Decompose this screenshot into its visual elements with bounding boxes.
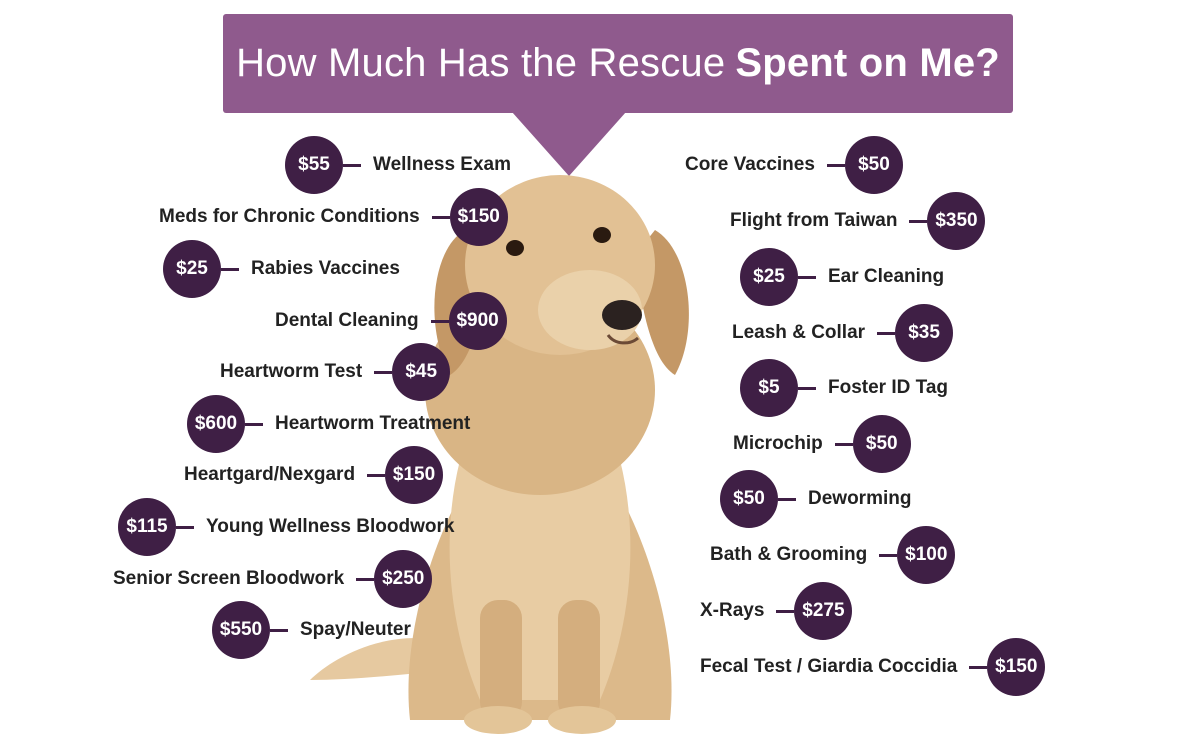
connector-line — [430, 319, 449, 323]
cost-label: Senior Screen Bloodwork — [113, 568, 345, 589]
cost-label: Foster ID Tag — [828, 377, 948, 398]
connector-line — [826, 163, 845, 167]
price-badge: $25 — [740, 248, 798, 306]
price-badge: $900 — [448, 292, 507, 350]
price-badge: $250 — [374, 550, 433, 608]
cost-label: Heartgard/Nexgard — [184, 464, 356, 485]
connector-line — [909, 219, 928, 223]
price-badge: $50 — [852, 415, 911, 473]
cost-label: Meds for Chronic Conditions — [159, 206, 420, 227]
cost-item: Heartworm Test $45 — [220, 343, 451, 401]
cost-item: Microchip $50 — [733, 415, 911, 473]
price-badge: $55 — [285, 136, 343, 194]
connector-line — [245, 422, 263, 426]
price-badge: $25 — [163, 240, 221, 298]
cost-label: Heartworm Test — [220, 361, 363, 382]
cost-label: Heartworm Treatment — [275, 413, 471, 434]
price-badge: $275 — [794, 582, 853, 640]
price-badge: $115 — [118, 498, 176, 556]
price-badge: $150 — [449, 188, 508, 246]
cost-label: Leash & Collar — [732, 322, 866, 343]
cost-label: Microchip — [733, 433, 823, 454]
cost-label: Rabies Vaccines — [251, 258, 400, 279]
cost-item: Heartgard/Nexgard $150 — [184, 446, 444, 504]
cost-label: Flight from Taiwan — [730, 210, 898, 231]
title-bold: Spent on Me? — [735, 41, 1000, 85]
connector-line — [798, 386, 816, 390]
title-banner: How Much Has the Rescue Spent on Me? — [223, 14, 1013, 113]
price-badge: $5 — [740, 359, 798, 417]
price-badge: $100 — [897, 526, 956, 584]
connector-line — [776, 609, 795, 613]
price-badge: $50 — [844, 136, 903, 194]
cost-item: Meds for Chronic Conditions $150 — [159, 188, 508, 246]
cost-item: $25 Ear Cleaning — [740, 248, 944, 306]
cost-label: X-Rays — [700, 600, 765, 621]
connector-line — [270, 628, 288, 632]
price-badge: $550 — [212, 601, 270, 659]
price-badge: $600 — [187, 395, 245, 453]
connector-line — [834, 442, 853, 446]
cost-item: X-Rays $275 — [700, 582, 853, 640]
cost-item: $550 Spay/Neuter — [212, 601, 411, 659]
price-badge: $350 — [927, 192, 986, 250]
cost-item: $115 Young Wellness Bloodwork — [118, 498, 454, 556]
cost-item: Fecal Test / Giardia Coccidia $150 — [700, 638, 1046, 696]
cost-item: Dental Cleaning $900 — [275, 292, 507, 350]
cost-label: Fecal Test / Giardia Coccidia — [700, 656, 958, 677]
cost-item: Senior Screen Bloodwork $250 — [113, 550, 433, 608]
cost-item: $5 Foster ID Tag — [740, 359, 948, 417]
cost-item: Leash & Collar $35 — [732, 304, 954, 362]
connector-line — [374, 370, 393, 374]
price-badge: $45 — [392, 343, 451, 401]
connector-line — [431, 215, 450, 219]
cost-label: Wellness Exam — [373, 154, 512, 175]
price-badge: $150 — [385, 446, 444, 504]
title-regular: How Much Has the Rescue — [236, 41, 726, 85]
cost-item: $600 Heartworm Treatment — [187, 395, 470, 453]
connector-line — [877, 331, 896, 335]
connector-line — [343, 163, 361, 167]
connector-line — [221, 267, 239, 271]
cost-label: Young Wellness Bloodwork — [206, 516, 455, 537]
connector-line — [969, 665, 988, 669]
cost-item: Flight from Taiwan $350 — [730, 192, 986, 250]
price-badge: $35 — [895, 304, 954, 362]
cost-label: Deworming — [808, 488, 912, 509]
cost-label: Core Vaccines — [685, 154, 815, 175]
cost-label: Bath & Grooming — [710, 544, 868, 565]
cost-item: $25 Rabies Vaccines — [163, 240, 400, 298]
connector-line — [176, 525, 194, 529]
price-badge: $150 — [987, 638, 1046, 696]
connector-line — [367, 473, 386, 477]
cost-label: Ear Cleaning — [828, 266, 945, 287]
cost-label: Dental Cleaning — [275, 310, 419, 331]
banner-pointer — [512, 112, 626, 176]
connector-line — [778, 497, 796, 501]
connector-line — [798, 275, 816, 279]
cost-item: Bath & Grooming $100 — [710, 526, 956, 584]
connector-line — [879, 553, 898, 557]
price-badge: $50 — [720, 470, 778, 528]
cost-item: $55 Wellness Exam — [285, 136, 511, 194]
golden-retriever-image — [310, 175, 689, 734]
cost-item: $50 Deworming — [720, 470, 911, 528]
connector-line — [356, 577, 375, 581]
cost-item: Core Vaccines $50 — [685, 136, 903, 194]
cost-label: Spay/Neuter — [300, 619, 411, 640]
